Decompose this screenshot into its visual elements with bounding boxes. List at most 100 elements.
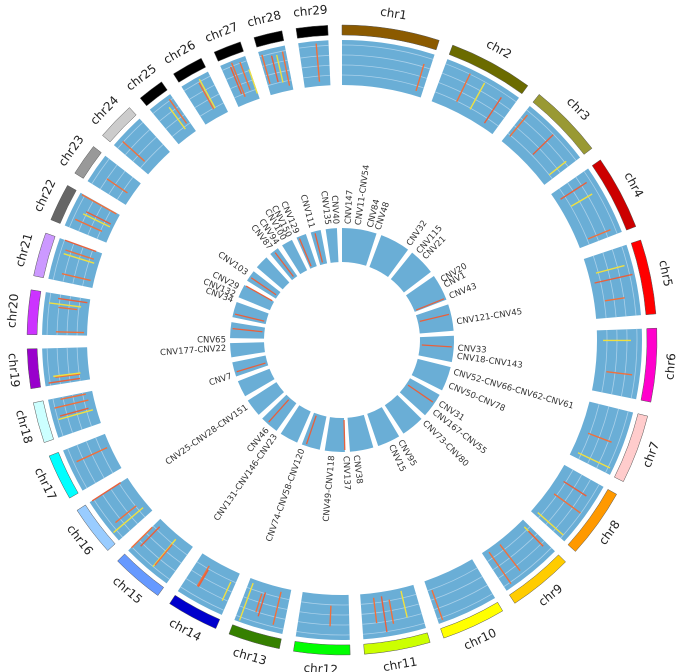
track-ring [66, 296, 71, 336]
cnv-label: CNV49-CNV118 [322, 455, 338, 522]
track-ring [67, 448, 88, 489]
track-ring [152, 525, 188, 556]
chr-band [591, 159, 637, 231]
track-panel [481, 519, 555, 591]
track-line [456, 73, 471, 102]
chr-label: chr26 [161, 38, 198, 67]
track-line [400, 590, 408, 618]
track-ring [99, 164, 118, 190]
chr-band [50, 185, 77, 224]
track-ring [492, 533, 538, 571]
chr-band [341, 24, 440, 51]
track-ring [587, 406, 610, 464]
chr-band [74, 146, 102, 179]
chr-band [26, 348, 41, 390]
track-line [257, 592, 267, 617]
chromosome: chr4 [405, 159, 646, 312]
cnv-label: CNV18-CNV143 [456, 352, 523, 371]
track-line [49, 302, 82, 308]
track-ring [180, 586, 224, 611]
inner-line [236, 362, 266, 373]
track-line [55, 331, 85, 334]
inner-line [268, 399, 290, 423]
chr-band [33, 232, 56, 279]
track-ring [68, 195, 86, 228]
track-line [91, 482, 122, 502]
chr-band [630, 239, 657, 315]
track-line [76, 447, 108, 463]
chr-label: chr29 [293, 2, 329, 19]
chr-label: chr18 [13, 408, 36, 445]
track-ring [62, 396, 73, 433]
track-panel [234, 578, 292, 635]
track-line [537, 512, 564, 536]
cnv-label: CNV38 [351, 455, 364, 485]
track-ring [611, 249, 627, 317]
track-ring [362, 622, 425, 635]
inner-panel [325, 228, 339, 263]
track-panel [220, 56, 260, 107]
chr-label: chr9 [536, 581, 566, 609]
chr-band [117, 553, 165, 596]
track-ring [538, 469, 574, 519]
inner-panel [247, 382, 284, 415]
track-panel [113, 118, 170, 175]
track-ring [171, 122, 191, 137]
track-panel [431, 59, 519, 135]
inner-line [298, 238, 312, 267]
track-ring [66, 347, 71, 383]
track-line [594, 273, 633, 284]
track-line [509, 114, 528, 137]
cnv-label: CNV121-CNV45 [456, 307, 523, 327]
chr-band [295, 25, 329, 39]
cnv-label: CNV7 [208, 372, 233, 389]
track-ring [185, 578, 228, 602]
inner-panel [384, 394, 422, 434]
inner-panel [280, 405, 311, 443]
track-line [431, 589, 444, 621]
cnv-label: CNV147 [344, 190, 356, 225]
inner-line [415, 298, 445, 311]
track-ring [583, 171, 618, 234]
track-ring [72, 394, 83, 430]
chr-band [102, 107, 137, 143]
chromosome: chr12 [293, 417, 351, 672]
chromosome: chr28 [246, 8, 328, 266]
cnv-label: CNV177-CNV22 [160, 344, 227, 359]
cnv-label: CNV40 [329, 195, 341, 224]
track-line [587, 229, 611, 240]
chr-band [440, 601, 504, 639]
chr-label: chr10 [461, 626, 498, 653]
track-ring [602, 252, 617, 318]
track-ring [297, 621, 350, 626]
track-ring [507, 133, 553, 179]
track-ring [91, 158, 110, 184]
track-ring [437, 593, 493, 620]
track-ring [427, 567, 478, 592]
track-line [168, 106, 186, 130]
chr-band [213, 41, 244, 62]
chr-band [614, 413, 648, 482]
chr-band [48, 451, 79, 499]
chromosome: chr20 [4, 289, 265, 339]
track-line [380, 596, 388, 633]
chromosome: chr2 [369, 37, 529, 278]
track-ring [46, 348, 51, 386]
chromosome: chr6 [418, 327, 678, 403]
track-line [570, 193, 593, 207]
inner-panel [282, 239, 308, 275]
track-line [61, 272, 91, 282]
track-ring [265, 69, 290, 77]
cnv-label: CNV33 [457, 344, 487, 356]
chr-label: chr5 [656, 259, 675, 288]
track-ring [513, 125, 561, 173]
track-ring [108, 170, 126, 195]
track-line [372, 597, 378, 624]
inner-panel [232, 301, 269, 325]
track-line [53, 372, 81, 378]
track-ring [438, 82, 505, 119]
track-ring [520, 117, 569, 167]
chr-band [640, 327, 658, 403]
chr-label: chr2 [484, 37, 514, 62]
track-line [64, 239, 97, 253]
